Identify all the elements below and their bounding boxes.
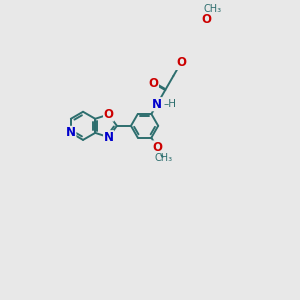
Text: O: O (103, 108, 114, 121)
Text: –H: –H (164, 99, 177, 109)
Text: O: O (176, 56, 186, 69)
Text: N: N (66, 126, 76, 140)
Text: CH₃: CH₃ (203, 4, 221, 14)
Text: O: O (201, 13, 211, 26)
Text: N: N (103, 131, 114, 144)
Text: N: N (152, 98, 162, 111)
Text: CH₃: CH₃ (154, 153, 172, 163)
Text: O: O (148, 77, 158, 90)
Text: O: O (152, 141, 162, 154)
